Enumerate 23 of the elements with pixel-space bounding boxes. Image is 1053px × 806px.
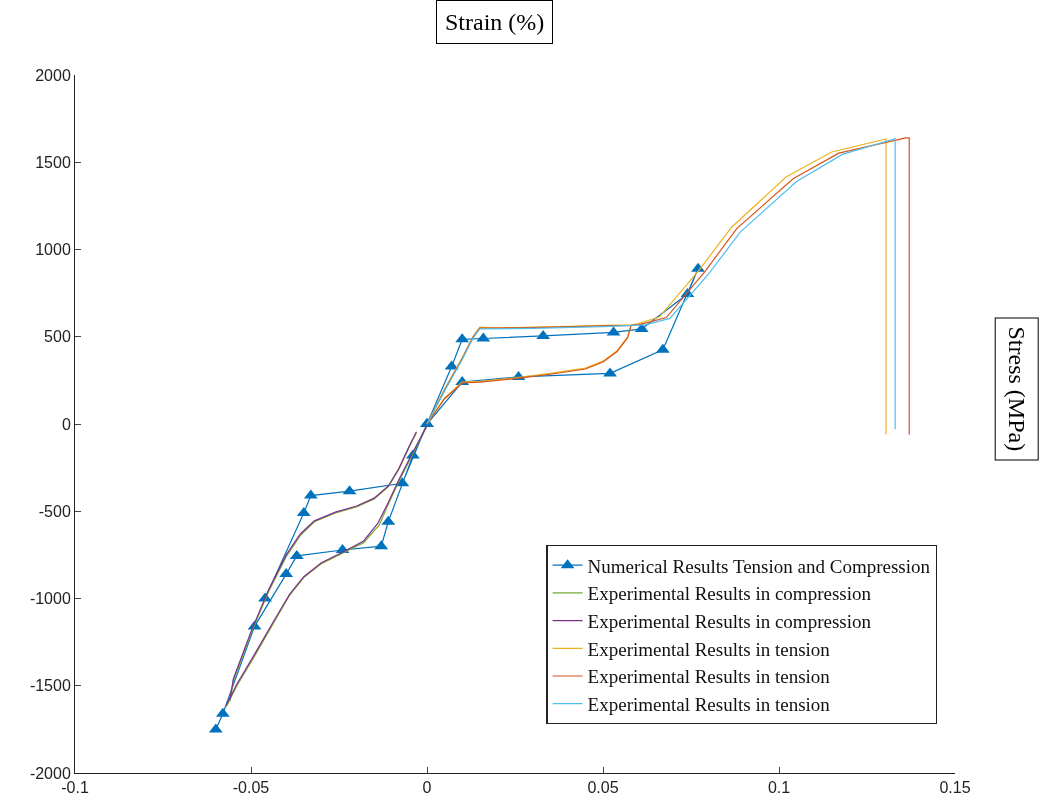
y-tick-label: -1000	[29, 590, 71, 608]
legend-label: Experimental Results in compression	[587, 611, 872, 632]
y-tick-label: -1500	[29, 677, 71, 695]
y-tick-label: 0	[61, 415, 71, 433]
y-tick-label: 2000	[35, 66, 71, 84]
x-tick-label: -0.05	[232, 779, 270, 797]
x-tick-label: 0.15	[939, 779, 971, 797]
y-tick-label: 1000	[35, 241, 71, 259]
x-tick-label: 0.1	[767, 779, 791, 797]
y-tick-label: 500	[44, 328, 71, 346]
y-axis-title: Stress (MPa)	[1003, 326, 1030, 452]
legend-label: Experimental Results in compression	[587, 583, 872, 605]
y-tick-label: -2000	[29, 764, 71, 782]
legend-label: Experimental Results in tension	[587, 694, 831, 716]
x-tick-label: 0.05	[587, 779, 619, 797]
legend-label: Experimental Results in tension	[587, 638, 831, 660]
legend-label: Experimental Results in tension	[587, 666, 831, 688]
x-tick-label: 0	[422, 779, 432, 797]
x-tick-label: -0.1	[61, 779, 89, 797]
y-tick-label: 1500	[35, 153, 71, 171]
legend-label: Numerical Results Tension and Compression	[587, 555, 931, 577]
y-tick-label: -500	[38, 502, 71, 520]
x-axis-title: Strain (%)	[445, 9, 545, 35]
